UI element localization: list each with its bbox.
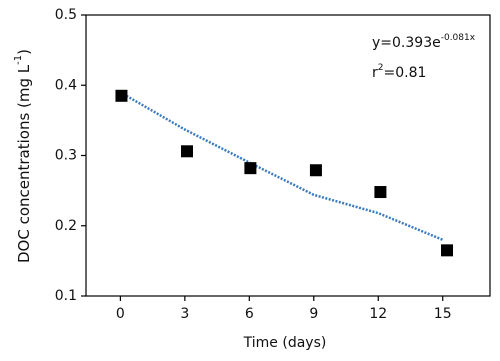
r-letter: r	[372, 65, 378, 81]
data-point	[374, 186, 387, 199]
y-tick-label: 0.4	[55, 77, 77, 93]
plot-frame	[85, 14, 491, 297]
x-tick-label: 12	[369, 306, 387, 322]
equation-exponent: -0.081x	[441, 33, 476, 43]
y-label-sup: -1	[13, 55, 24, 65]
data-point	[309, 164, 322, 177]
data-point	[244, 162, 257, 175]
y-tick-label: 0.1	[55, 288, 77, 304]
x-tick-label: 9	[309, 306, 318, 322]
y-label-end: )	[15, 49, 33, 55]
y-tick-label: 0.2	[55, 218, 77, 234]
x-tick-label: 0	[116, 306, 125, 322]
data-point	[441, 244, 454, 257]
equation: y=0.393e-0.081x	[372, 33, 476, 52]
x-axis-label: Time (days)	[243, 335, 327, 351]
x-tick-label: 3	[180, 306, 189, 322]
fit-curve	[119, 91, 444, 241]
equation-base: y=0.393e	[372, 35, 441, 51]
x-tick-label: 15	[434, 306, 452, 322]
y-tick-label: 0.3	[55, 148, 77, 164]
y-label-text: DOC concentrations (mg L	[15, 64, 33, 263]
r-squared: r2=0.81	[372, 63, 426, 82]
y-tick-label: 0.5	[55, 7, 77, 23]
data-point	[181, 145, 193, 158]
x-tick-label: 6	[245, 306, 254, 322]
y-axis-label: DOC concentrations (mg L-1)	[13, 49, 33, 263]
data-point	[115, 89, 128, 102]
r-exponent: 2	[378, 63, 384, 73]
r-value: =0.81	[384, 65, 427, 81]
